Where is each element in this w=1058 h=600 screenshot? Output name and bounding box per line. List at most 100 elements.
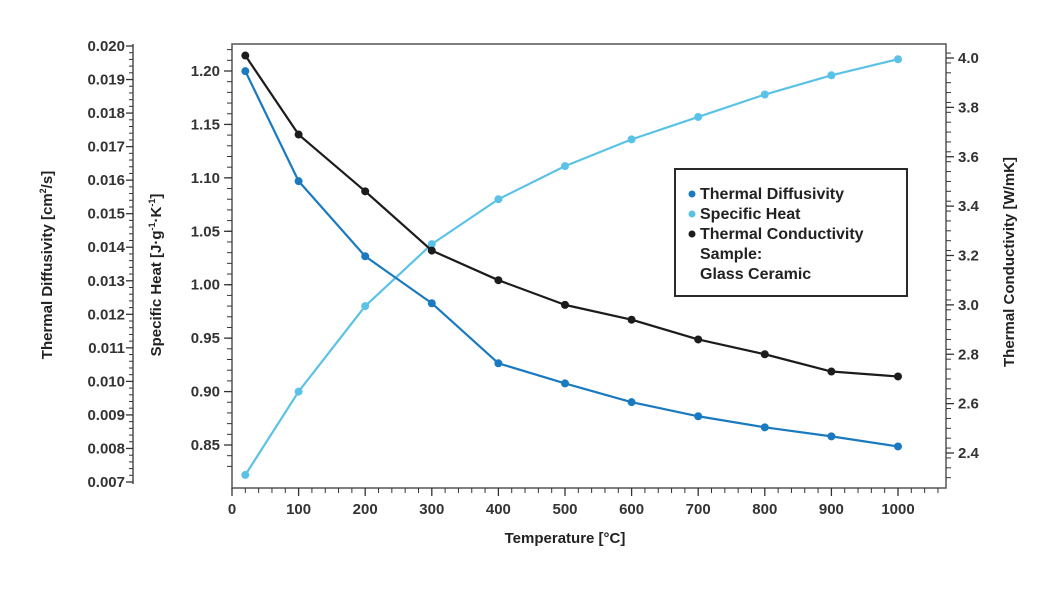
series-thermal-diffusivity xyxy=(241,67,902,451)
temperature-tick-label: 100 xyxy=(286,501,311,518)
diffusivity-tick-label: 0.019 xyxy=(87,72,125,89)
diffusivity-tick-label: 0.010 xyxy=(87,373,125,390)
temperature-tick-label: 0 xyxy=(228,501,236,518)
data-point-thermal-diffusivity xyxy=(427,299,436,308)
temperature-axis: 0 100 200 300 400 500 600 700 800 900 1000 xyxy=(228,488,939,518)
temperature-tick-label: 1000 xyxy=(881,501,914,518)
specific-heat-axis-title: Specific Heat [J·g-1·K-1] xyxy=(147,194,165,357)
data-point-thermal-conductivity xyxy=(627,315,636,324)
specific-heat-tick-label: 1.00 xyxy=(191,277,220,294)
plot-area-border xyxy=(231,43,947,489)
data-point-specific-heat xyxy=(760,90,769,99)
data-point-thermal-conductivity xyxy=(241,51,250,60)
data-point-specific-heat xyxy=(494,195,503,204)
data-point-specific-heat xyxy=(561,162,569,171)
diffusivity-tick-label: 0.008 xyxy=(87,440,125,457)
diffusivity-tick-label: 0.016 xyxy=(87,172,125,189)
series-layer xyxy=(241,51,902,479)
conductivity-tick-label: 3.4 xyxy=(958,198,980,215)
diffusivity-tick-label: 0.018 xyxy=(87,105,125,122)
temperature-tick-label: 700 xyxy=(686,501,711,518)
data-point-thermal-diffusivity xyxy=(361,252,370,261)
data-point-thermal-conductivity xyxy=(494,276,503,285)
data-point-specific-heat xyxy=(894,55,902,64)
data-point-specific-heat xyxy=(827,71,836,80)
specific-heat-tick-label: 0.95 xyxy=(191,330,220,347)
data-point-thermal-diffusivity xyxy=(561,379,569,388)
data-point-thermal-diffusivity xyxy=(894,442,902,451)
legend-note-sample: Sample: xyxy=(700,246,762,263)
data-point-specific-heat xyxy=(694,112,703,121)
diffusivity-tick-label: 0.013 xyxy=(87,273,125,290)
diffusivity-axis: 0.020 0.019 0.018 0.017 0.016 0.015 0.014 0.013… xyxy=(87,38,134,491)
data-point-thermal-conductivity xyxy=(894,372,902,381)
conductivity-tick-label: 3.8 xyxy=(958,99,979,116)
conductivity-tick-label: 2.6 xyxy=(958,396,979,413)
diffusivity-tick-label: 0.011 xyxy=(88,340,125,357)
data-point-thermal-conductivity xyxy=(294,130,303,139)
legend-marker-specific-heat xyxy=(688,210,696,218)
data-point-thermal-diffusivity xyxy=(294,177,303,186)
specific-heat-axis-title-sup1: -1 xyxy=(147,222,157,230)
legend-note-material: Glass Ceramic xyxy=(700,266,811,283)
data-point-thermal-conductivity xyxy=(427,246,436,255)
legend-label-conductivity: Thermal Conductivity xyxy=(700,226,864,243)
conductivity-tick-label: 2.8 xyxy=(958,346,979,363)
temperature-tick-label: 500 xyxy=(552,501,577,518)
data-point-thermal-conductivity xyxy=(827,367,836,376)
specific-heat-tick-label: 1.20 xyxy=(191,63,220,80)
data-point-thermal-diffusivity xyxy=(694,412,703,421)
diffusivity-tick-label: 0.020 xyxy=(87,38,125,55)
temperature-tick-label: 600 xyxy=(619,501,644,518)
conductivity-axis-title: Thermal Conductivity [W/mK] xyxy=(1001,157,1018,367)
conductivity-tick-label: 3.2 xyxy=(958,248,979,265)
legend-label-specific-heat: Specific Heat xyxy=(700,206,801,223)
data-point-thermal-diffusivity xyxy=(760,423,769,432)
specific-heat-tick-label: 0.85 xyxy=(191,437,220,454)
temperature-tick-label: 300 xyxy=(419,501,444,518)
specific-heat-tick-label: 0.90 xyxy=(191,384,220,401)
conductivity-tick-label: 3.0 xyxy=(958,297,979,314)
data-point-thermal-conductivity xyxy=(694,335,703,344)
specific-heat-tick-label: 1.10 xyxy=(191,170,220,187)
diffusivity-tick-label: 0.014 xyxy=(87,239,125,256)
legend: Thermal Diffusivity Specific Heat Therma… xyxy=(674,168,908,297)
data-point-thermal-diffusivity xyxy=(494,359,503,368)
data-point-specific-heat xyxy=(361,302,370,311)
diffusivity-tick-label: 0.009 xyxy=(87,407,125,424)
specific-heat-axis-title-mid: ·K xyxy=(148,206,165,222)
specific-heat-axis-title-sup2: -1 xyxy=(147,199,157,207)
series-specific-heat xyxy=(241,55,902,479)
temperature-tick-label: 800 xyxy=(752,501,777,518)
data-point-specific-heat xyxy=(427,240,436,249)
legend-box xyxy=(674,168,908,297)
conductivity-tick-label: 2.4 xyxy=(958,445,980,462)
data-point-thermal-diffusivity xyxy=(627,398,636,407)
x-axis-title: Temperature [°C] xyxy=(505,530,626,547)
data-point-thermal-diffusivity xyxy=(827,432,836,441)
data-point-thermal-conductivity xyxy=(561,300,569,309)
data-point-thermal-conductivity xyxy=(361,187,370,196)
diffusivity-tick-label: 0.007 xyxy=(87,474,125,491)
legend-marker-diffusivity xyxy=(688,190,696,198)
specific-heat-tick-label: 1.05 xyxy=(191,223,220,240)
conductivity-axis: 4.0 3.8 3.6 3.4 3.2 3.0 2.8 2.6 2.4 xyxy=(946,50,980,479)
specific-heat-axis-title-tail: ] xyxy=(148,194,165,199)
diffusivity-tick-label: 0.015 xyxy=(87,206,125,223)
temperature-tick-label: 400 xyxy=(486,501,511,518)
data-point-thermal-conductivity xyxy=(760,350,769,359)
conductivity-tick-label: 4.0 xyxy=(958,50,979,67)
diffusivity-axis-title-tail: /s] xyxy=(39,171,56,189)
legend-marker-conductivity xyxy=(688,230,696,238)
legend-label-diffusivity: Thermal Diffusivity xyxy=(700,186,844,203)
diffusivity-axis-title-main: Thermal Diffusivity [cm xyxy=(39,193,56,359)
diffusivity-tick-label: 0.012 xyxy=(87,306,125,323)
data-point-thermal-diffusivity xyxy=(241,67,250,76)
data-point-specific-heat xyxy=(241,470,250,479)
temperature-tick-label: 900 xyxy=(819,501,844,518)
plot-frame xyxy=(231,43,947,489)
data-point-specific-heat xyxy=(294,387,303,396)
diffusivity-axis-title: Thermal Diffusivity [cm2/s] xyxy=(38,171,56,359)
data-point-specific-heat xyxy=(627,135,636,144)
